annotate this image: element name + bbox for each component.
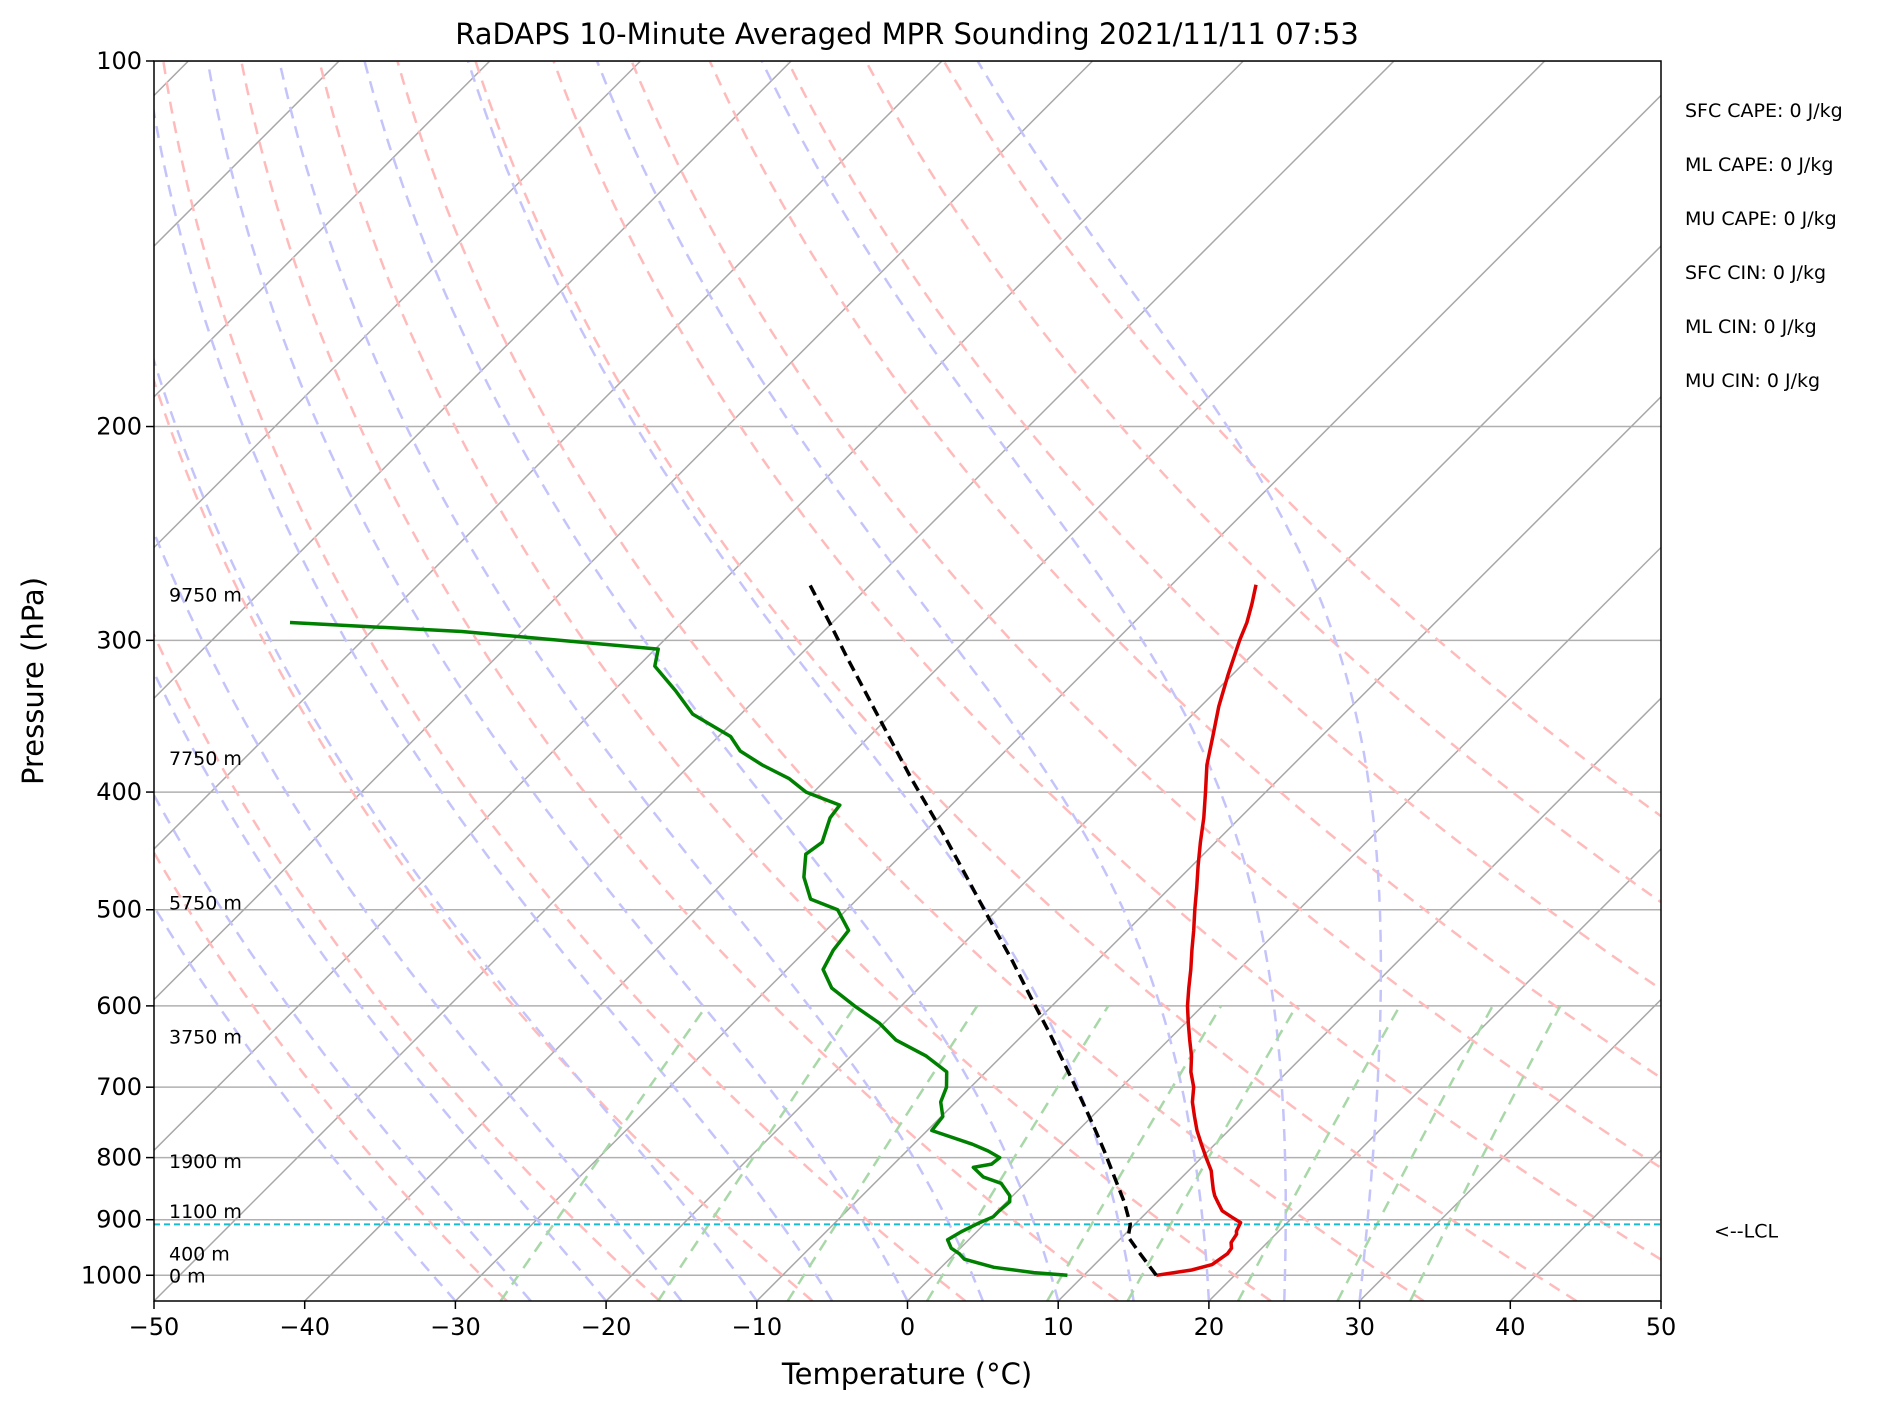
isotherm-line xyxy=(154,61,792,700)
data-lines xyxy=(154,583,1661,1278)
x-tick-label: −40 xyxy=(279,1313,330,1341)
x-tick-label: −10 xyxy=(731,1313,782,1341)
dry-adiabat-line xyxy=(552,61,1661,1261)
mixing-ratio-line xyxy=(1126,1005,1298,1301)
height-label: 9750 m xyxy=(169,584,242,606)
temperature-profile xyxy=(1156,584,1258,1278)
dewpoint-profile xyxy=(289,620,1068,1278)
isotherm-line xyxy=(154,61,491,398)
moist-adiabat-line xyxy=(154,356,758,1301)
mixing-ratio-line xyxy=(1409,1005,1562,1301)
stats-panel: SFC CAPE: 0 J/kg ML CAPE: 0 J/kg MU CAPE… xyxy=(1685,100,1843,424)
isotherm-line xyxy=(154,61,1244,1152)
y-tick-label: 800 xyxy=(96,1144,142,1172)
moist-adiabat-line xyxy=(154,529,683,1301)
y-tick-label: 200 xyxy=(96,413,142,441)
isotherm-line xyxy=(1057,697,1661,1301)
height-label: 0 m xyxy=(169,1265,206,1287)
y-axis-label: Pressure (hPa) xyxy=(16,577,50,785)
stat-mu-cin: MU CIN: 0 J/kg xyxy=(1685,370,1821,392)
dry-adiabat-line xyxy=(240,61,1119,1301)
stat-mu-cape: MU CAPE: 0 J/kg xyxy=(1685,208,1837,230)
isotherm-line xyxy=(1359,998,1661,1301)
dry-adiabat-line xyxy=(474,61,1578,1301)
height-label: 7750 m xyxy=(169,748,242,770)
y-tick-label: 100 xyxy=(96,47,142,75)
x-tick-label: 20 xyxy=(1194,1313,1225,1341)
dry-adiabat-line xyxy=(786,61,1661,991)
stat-ml-cape: ML CAPE: 0 J/kg xyxy=(1685,154,1834,176)
moist-adiabat-line xyxy=(154,105,834,1301)
dry-adiabat-line xyxy=(154,632,661,1301)
height-label: 1100 m xyxy=(169,1201,242,1223)
lcl-label: <--LCL xyxy=(1714,1220,1778,1242)
x-tick-label: −30 xyxy=(430,1313,481,1341)
y-tick-label: 500 xyxy=(96,896,142,924)
x-tick-label: 50 xyxy=(1646,1313,1677,1341)
moist-adiabat-line xyxy=(278,61,985,1301)
moist-adiabat-line xyxy=(154,669,608,1301)
moist-adiabat-line xyxy=(466,61,1135,1301)
x-tick-label: −50 xyxy=(129,1313,180,1341)
mixing-ratio-line xyxy=(1236,1005,1401,1301)
stat-ml-cin: ML CIN: 0 J/kg xyxy=(1685,316,1817,338)
isotherm-line xyxy=(304,61,1546,1301)
dry-adiabat-line xyxy=(318,61,1272,1301)
stat-sfc-cin: SFC CIN: 0 J/kg xyxy=(1685,262,1827,284)
isotherm-line xyxy=(1208,847,1661,1301)
x-axis-label: Temperature (°C) xyxy=(781,1357,1032,1391)
isotherm-line xyxy=(154,61,1094,1001)
moist-adiabat-line xyxy=(976,61,1383,1301)
stat-sfc-cape: SFC CAPE: 0 J/kg xyxy=(1685,100,1843,122)
x-tick-label: 10 xyxy=(1043,1313,1074,1341)
x-tick-label: 40 xyxy=(1495,1313,1526,1341)
dry-adiabat-line xyxy=(162,61,967,1301)
moist-adiabat-line xyxy=(206,61,909,1301)
moist-adiabat-line xyxy=(595,61,1211,1301)
isotherm-line xyxy=(154,61,642,549)
x-tick-label: −20 xyxy=(581,1313,632,1341)
dry-adiabat-line xyxy=(942,61,1661,818)
dry-adiabat-line xyxy=(864,61,1661,904)
dry-adiabat-line xyxy=(396,61,1425,1301)
y-tick-label: 700 xyxy=(96,1073,142,1101)
x-tick-label: 30 xyxy=(1344,1313,1375,1341)
moist-adiabat-line xyxy=(154,792,532,1301)
dry-adiabat-line xyxy=(630,61,1661,1170)
isotherm-line xyxy=(154,61,943,850)
parcel-path xyxy=(808,583,1158,1277)
y-tick-label: 600 xyxy=(96,992,142,1020)
height-label: 5750 m xyxy=(169,892,242,914)
chart-title: RaDAPS 10-Minute Averaged MPR Sounding 2… xyxy=(455,17,1359,51)
mixing-ratio-line xyxy=(925,1005,1110,1301)
x-tick-label: 0 xyxy=(900,1313,915,1341)
height-label: 1900 m xyxy=(169,1151,242,1173)
height-label: 400 m xyxy=(169,1244,230,1266)
isotherm-line xyxy=(906,546,1661,1301)
isotherm-line xyxy=(454,94,1661,1301)
moist-adiabat-line xyxy=(760,61,1287,1301)
moist-adiabat-line xyxy=(154,904,457,1301)
isotherm-line xyxy=(154,61,1395,1301)
y-tick-label: 1000 xyxy=(81,1261,142,1289)
height-label: 3750 m xyxy=(169,1027,242,1049)
y-tick-label: 900 xyxy=(96,1206,142,1234)
y-tick-label: 300 xyxy=(96,626,142,654)
y-tick-label: 400 xyxy=(96,778,142,806)
mixing-ratio-line xyxy=(1336,1005,1494,1301)
reference-lines xyxy=(154,61,1661,1301)
moist-adiabat-line xyxy=(363,61,1060,1301)
